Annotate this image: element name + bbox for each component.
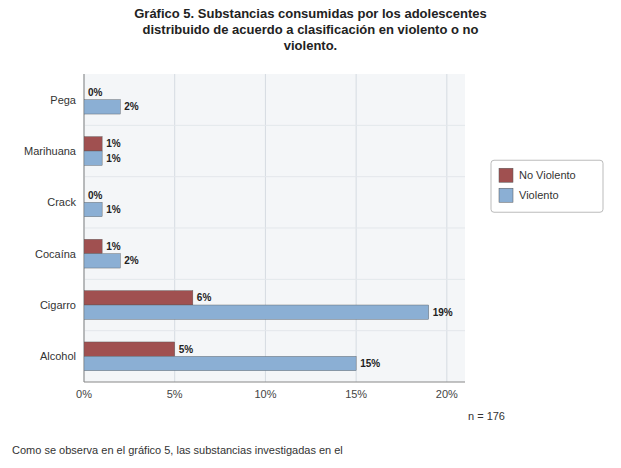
data-label: 1%	[106, 153, 121, 164]
y-tick-label: Marihuana	[24, 145, 77, 157]
note: n = 176	[468, 410, 505, 422]
legend-swatch	[499, 168, 513, 182]
data-labels: 5%6%1%0%1%0%15%19%2%1%1%2%	[88, 87, 453, 369]
legend-swatch	[499, 188, 513, 202]
y-tick-label: Pega	[50, 94, 77, 106]
y-tick-label: Crack	[47, 196, 76, 208]
x-tick-label: 0%	[76, 388, 92, 400]
category-separator	[84, 125, 465, 126]
category-separator	[84, 330, 465, 331]
x-tick-label: 5%	[167, 388, 183, 400]
x-axis	[84, 382, 465, 383]
y-axis	[84, 74, 85, 382]
title: Gráfico 5. Substancias consumidas por lo…	[134, 6, 487, 53]
data-label: 0%	[88, 190, 103, 201]
category-separator	[84, 176, 465, 177]
y-tick-label: Alcohol	[40, 350, 76, 362]
title-line: Gráfico 5. Substancias consumidas por lo…	[134, 6, 487, 21]
bar	[84, 239, 102, 253]
grid	[84, 74, 465, 382]
bar	[84, 254, 120, 268]
bar	[84, 342, 175, 356]
x-tick-label: 10%	[254, 388, 276, 400]
bar	[84, 85, 85, 99]
legend: No Violento Violento	[491, 160, 603, 212]
x-tick-label: 15%	[345, 388, 367, 400]
chart: Gráfico 5. Substancias consumidas por lo…	[0, 0, 621, 468]
x-tick-label: 20%	[436, 388, 458, 400]
title-line: distribuido de acuerdo a clasificación e…	[143, 22, 479, 37]
bar	[84, 305, 429, 319]
bar	[84, 137, 102, 151]
title-line: violento.	[284, 38, 337, 53]
data-label: 2%	[124, 255, 139, 266]
y-tick-label: Cocaína	[35, 248, 77, 260]
data-label: 2%	[124, 101, 139, 112]
bar	[84, 188, 85, 202]
footer: Como se observa en el gráfico 5, las sub…	[12, 444, 343, 456]
bar	[84, 291, 193, 305]
bar	[84, 356, 356, 370]
grid-line	[84, 74, 85, 382]
data-label: 1%	[106, 241, 121, 252]
category-separator	[84, 279, 465, 280]
data-label: 1%	[106, 138, 121, 149]
plot-area	[84, 74, 465, 382]
data-label: 19%	[433, 307, 453, 318]
data-label: 0%	[88, 87, 103, 98]
legend-box	[491, 160, 603, 212]
category-separator	[84, 228, 465, 229]
data-label: 1%	[106, 204, 121, 215]
bars	[84, 100, 429, 371]
bar	[84, 202, 102, 216]
bar	[84, 151, 102, 165]
legend-label: Violento	[519, 189, 559, 201]
bar	[84, 100, 120, 114]
legend-label: No Violento	[519, 169, 576, 181]
data-label: 5%	[179, 344, 194, 355]
data-label: 15%	[360, 358, 380, 369]
y-tick-label: Cigarro	[40, 299, 76, 311]
data-label: 6%	[197, 292, 212, 303]
